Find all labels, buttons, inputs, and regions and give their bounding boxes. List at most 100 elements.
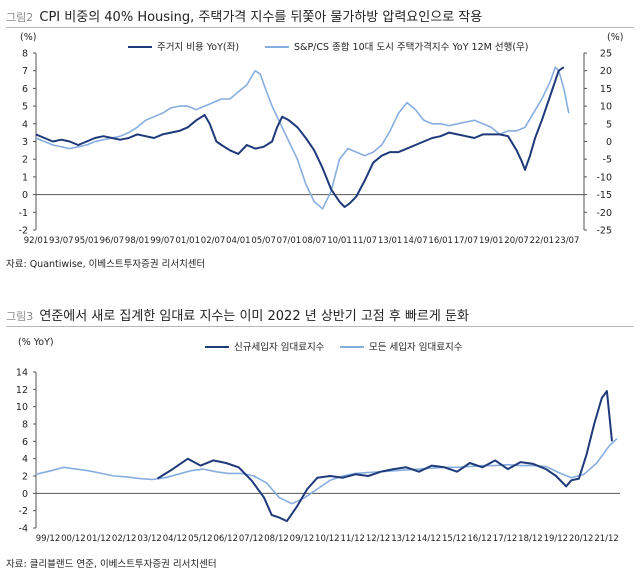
chart1-x-tick: 98/01 [125, 236, 150, 246]
chart2-x-tick: 05/12 [188, 534, 213, 544]
figure1-title: 그림2 CPI 비중의 40% Housing, 주택가격 지수를 뒤쫓아 물가… [6, 6, 482, 25]
chart1-x-tick: 16/01 [428, 236, 453, 246]
chart2-x-tick: 01/12 [87, 534, 112, 544]
chart2-y-tick: 6 [22, 437, 28, 448]
figure1-source: 자료: Quantiwise, 이베스트투자증권 리서치센터 [6, 259, 206, 270]
chart1-left-tick: 7 [22, 66, 28, 77]
chart1-right-tick: -15 [596, 190, 612, 201]
chart1-left-tick: 4 [22, 119, 28, 130]
chart1-right-tick: 5 [606, 119, 612, 130]
chart1-right-unit: (%) [607, 32, 623, 43]
chart2-y-tick: -2 [19, 506, 28, 517]
chart1-right-tick: -20 [596, 208, 612, 219]
chart2-x-tick: 12/12 [366, 534, 391, 544]
chart1-right-tick: 20 [600, 66, 612, 77]
chart1-x-tick: 96/07 [100, 236, 125, 246]
chart2-y-tick: 4 [22, 454, 28, 465]
chart2-legend-all-tenant: 모든 세입자 임대료지수 [369, 341, 463, 353]
chart1-x-tick: 13/01 [378, 236, 403, 246]
chart2-x-tick: 11/12 [340, 534, 365, 544]
chart1-x-tick: 14/07 [403, 236, 428, 246]
chart1-x-tick: 23/07 [555, 236, 580, 246]
chart1-x-tick: 04/01 [226, 236, 251, 246]
chart2-x-tick: 20/12 [569, 534, 594, 544]
figure1-title-rule [6, 27, 634, 28]
chart2-x-tick: 17/12 [493, 534, 518, 544]
chart1-left-tick: -2 [19, 226, 28, 237]
chart1-left-tick: 0 [22, 190, 28, 201]
chart1-x-tick: 05/07 [251, 236, 276, 246]
chart1-legend-house-price: S&P/CS 종합 10대 도시 주택가격지수 YoY 12M 선행(우) [294, 41, 528, 53]
chart2-x-tick: 09/12 [290, 534, 315, 544]
chart1-left-unit: (%) [20, 32, 36, 43]
chart1-right-tick: -25 [596, 226, 612, 237]
figure1-title-text: CPI 비중의 40% Housing, 주택가격 지수를 뒤쫓아 물가하방 압… [39, 10, 483, 25]
chart2-x-tick: 03/12 [137, 534, 162, 544]
chart1-right-tick: 15 [600, 84, 612, 95]
chart1-x-tick: 11/07 [353, 236, 378, 246]
chart2-x-tick: 14/12 [417, 534, 442, 544]
figure2-title-rule [6, 326, 634, 327]
chart1-x-tick: 92/01 [24, 236, 49, 246]
chart2-x-tick: 18/12 [518, 534, 543, 544]
chart1-right-tick: 25 [600, 49, 612, 60]
chart1-left-tick: -1 [19, 208, 28, 219]
chart1-left-tick: 5 [22, 102, 28, 113]
chart1-right-tick: 10 [600, 102, 612, 113]
chart2-unit: (% YoY) [18, 337, 54, 348]
chart1-x-tick: 19/01 [479, 236, 504, 246]
chart2-x-tick: 19/12 [544, 534, 569, 544]
chart2-x-tick: 15/12 [442, 534, 467, 544]
chart1: (%) (%)-2-1012345678-25-20-15-10-50510152… [19, 32, 624, 246]
chart2-x-tick: 04/12 [163, 534, 188, 544]
figure2-title-text: 연준에서 새로 집계한 임대료 지수는 이미 2022 년 상반기 고점 후 빠… [39, 309, 469, 324]
figure2-title: 그림3 연준에서 새로 집계한 임대료 지수는 이미 2022 년 상반기 고점… [6, 305, 469, 324]
figure2-source: 자료: 클리블랜드 연준, 이베스트투자증권 리서치센터 [6, 559, 217, 570]
chart2-x-tick: 02/12 [112, 534, 137, 544]
chart2-x-tick: 16/12 [467, 534, 492, 544]
chart1-left-tick: 3 [22, 137, 28, 148]
chart2-x-tick: 99/12 [36, 534, 61, 544]
chart2-y-tick: -4 [19, 524, 28, 535]
chart2-y-tick: 8 [22, 420, 28, 431]
chart2-x-tick: 13/12 [391, 534, 416, 544]
chart1-left-tick: 1 [22, 172, 28, 183]
chart1-right-tick: 0 [606, 137, 612, 148]
chart2-y-tick: 14 [16, 368, 28, 379]
chart1-legend-shelter: 주거지 비용 YoY(좌) [157, 42, 239, 53]
chart1-x-tick: 93/07 [49, 236, 74, 246]
chart1-series-shelter [35, 66, 565, 208]
chart1-x-tick: 95/01 [74, 236, 99, 246]
chart1-x-tick: 02/07 [201, 236, 226, 246]
figure1-number: 그림2 [6, 11, 34, 24]
chart2-x-tick: 21/12 [594, 534, 619, 544]
chart1-x-tick: 10/01 [327, 236, 352, 246]
chart1-right-tick: -5 [603, 155, 612, 166]
chart2-y-tick: 2 [22, 472, 28, 483]
chart2-x-tick: 08/12 [264, 534, 289, 544]
chart2-x-tick: 00/12 [61, 534, 86, 544]
chart2-x-tick: 07/12 [239, 534, 264, 544]
figure2-number: 그림3 [6, 310, 34, 323]
chart1-x-tick: 08/07 [302, 236, 327, 246]
chart1-right-tick: -10 [596, 172, 612, 183]
chart1-x-tick: 22/01 [530, 236, 555, 246]
chart1-series-house-price [35, 66, 570, 210]
chart1-left-tick: 6 [22, 84, 28, 95]
chart2-y-tick: 10 [16, 402, 28, 413]
chart2-x-tick: 10/12 [315, 534, 340, 544]
chart2-legend-new-tenant: 신규세입자 임대료지수 [234, 341, 325, 353]
chart2-y-tick: 0 [22, 489, 28, 500]
chart2-series-all-tenant [35, 438, 618, 505]
chart1-x-tick: 01/01 [176, 236, 201, 246]
chart2-x-tick: 06/12 [213, 534, 238, 544]
chart2-series-new-tenant [156, 390, 613, 523]
chart1-x-tick: 99/07 [150, 236, 175, 246]
chart2-y-tick: 12 [16, 385, 28, 396]
chart1-x-tick: 07/01 [277, 236, 302, 246]
chart1-x-tick: 20/07 [504, 236, 529, 246]
chart1-left-tick: 8 [22, 49, 28, 60]
chart1-left-tick: 2 [22, 155, 28, 166]
chart1-x-tick: 17/07 [454, 236, 479, 246]
